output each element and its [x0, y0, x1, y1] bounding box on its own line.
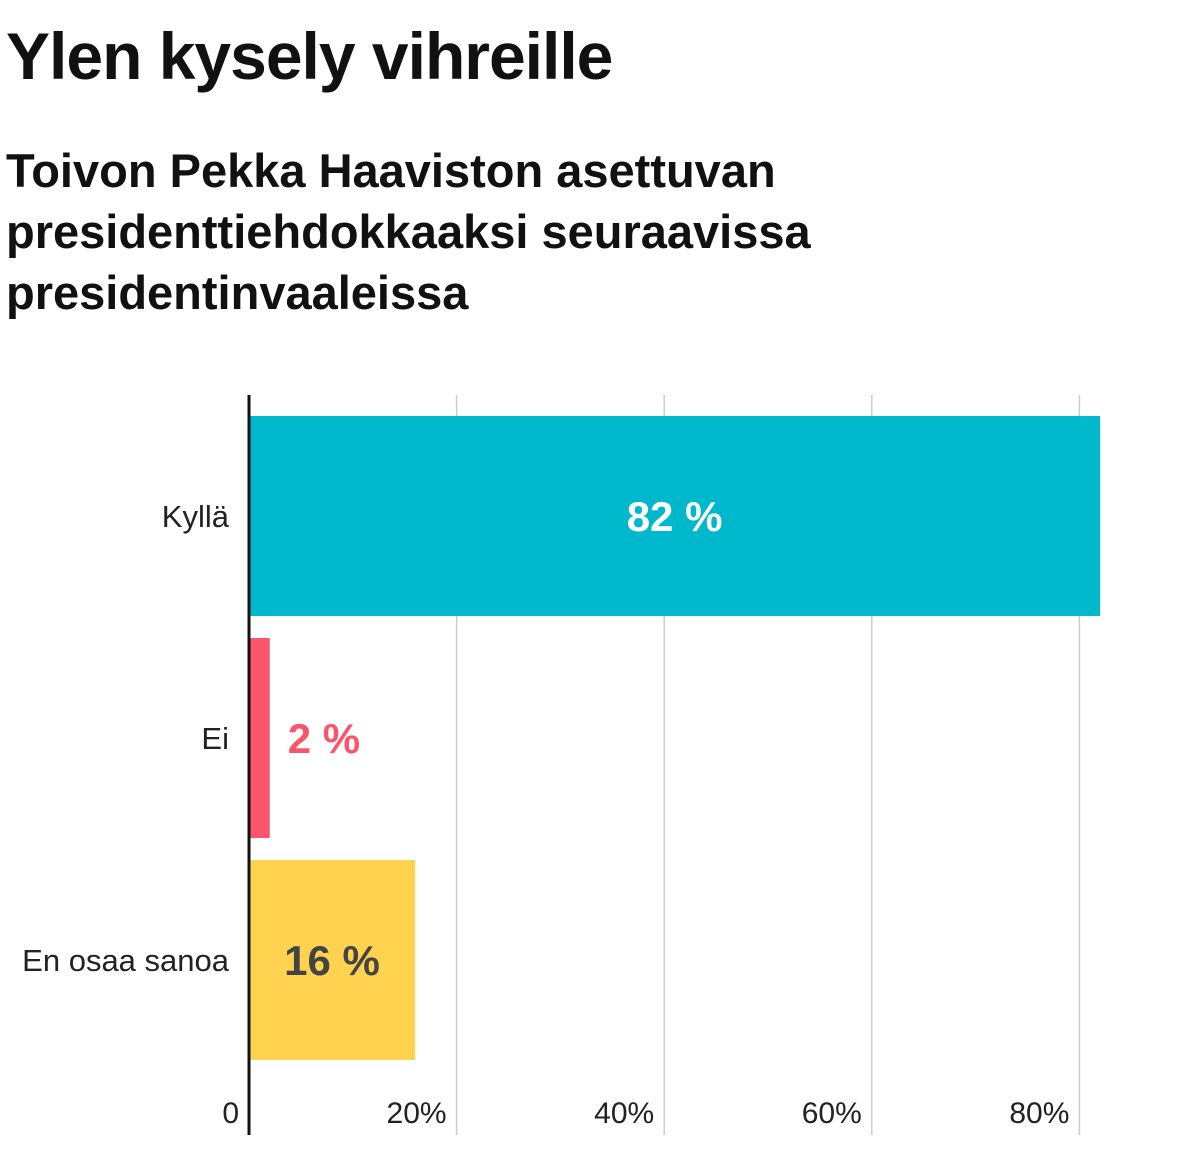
category-label: Kyllä — [162, 499, 230, 534]
bars: 82 % 2 % 16 % — [249, 416, 1101, 1060]
bar — [249, 416, 1101, 616]
category-label: Ei — [201, 721, 229, 756]
tick-label: 40% — [594, 1097, 654, 1130]
category-label: En osaa sanoa — [22, 943, 230, 978]
tick-label: 0 — [222, 1097, 239, 1130]
category-labels: Kyllä Ei En osaa sanoa — [22, 499, 230, 978]
tick-label: 80% — [1009, 1097, 1069, 1130]
chart-title: Ylen kysely vihreille — [6, 19, 613, 93]
chart-subtitle: Toivon Pekka Haaviston asettuvan preside… — [6, 144, 811, 319]
data-label: 2 % — [288, 715, 360, 762]
bar — [249, 860, 416, 1060]
tick-labels: 0 20% 40% 60% 80% — [222, 1097, 1069, 1130]
bar — [249, 638, 270, 838]
data-label: 16 % — [284, 937, 380, 984]
bar-chart: 82 % 2 % 16 % Kyllä Ei En osaa sanoa 0 20% 40%… — [22, 395, 1101, 1135]
tick-label: 60% — [802, 1097, 862, 1130]
data-label: 82 % — [627, 493, 723, 540]
tick-label: 20% — [387, 1097, 447, 1130]
